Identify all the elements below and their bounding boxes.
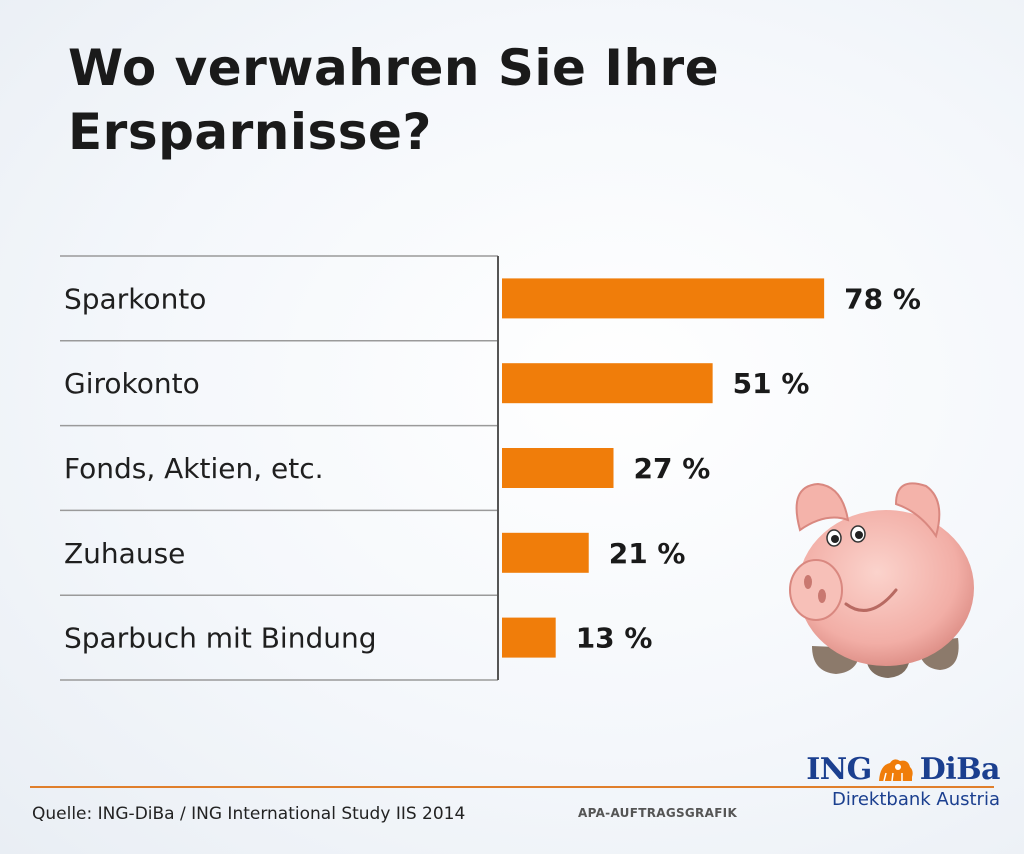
category-label: Sparbuch mit Bindung (64, 622, 376, 655)
value-label: 78 % (844, 282, 921, 315)
chart-rows: Sparkonto 78 % Girokonto 51 % Fonds, Aktien,… (60, 255, 921, 681)
category-label: Girokonto (64, 367, 200, 400)
logo-subtitle: Direktbank Austria (831, 789, 1000, 810)
piggy-bank-icon (789, 482, 974, 678)
category-label: Sparkonto (64, 282, 206, 315)
logo-wordmark: ING DiBa (800, 752, 1000, 787)
bar (502, 532, 589, 573)
value-label: 27 % (634, 452, 711, 485)
apa-credit: APA-AUFTRAGSGRAFIK (578, 806, 738, 820)
footer-divider (30, 786, 994, 788)
chart-title-line-1: Wo verwahren Sie Ihre (68, 39, 720, 97)
value-label: 51 % (733, 367, 810, 400)
category-label: Zuhause (64, 537, 185, 570)
value-label: 21 % (609, 537, 686, 570)
bar (502, 363, 713, 404)
category-label: Fonds, Aktien, etc. (64, 452, 324, 485)
lion-icon (878, 758, 913, 781)
ing-diba-logo: ING DiBa Direktbank Austria (800, 752, 1000, 822)
value-label: 13 % (576, 622, 653, 655)
bar (502, 278, 825, 319)
bar (502, 617, 556, 658)
bar (502, 448, 614, 488)
source-note: Quelle: ING-DiBa / ING International Stu… (32, 804, 466, 824)
chart-title-line-2: Ersparnisse? (68, 103, 432, 161)
chart-title: Wo verwahren Sie Ihre Ersparnisse? (68, 36, 868, 164)
logo-diba-text: DiBa (919, 752, 1001, 787)
logo-ing-text: ING (806, 752, 872, 787)
